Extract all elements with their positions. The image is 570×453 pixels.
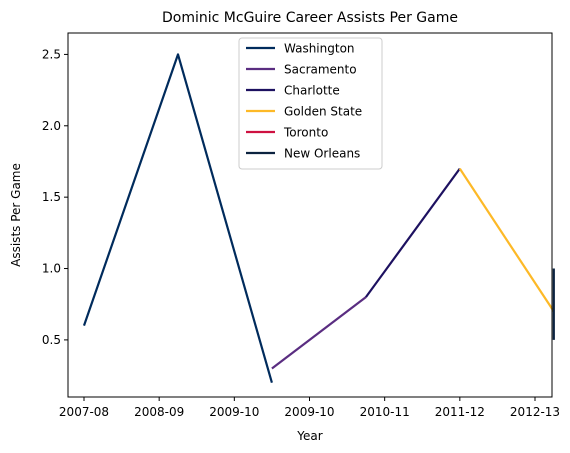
legend-items: Washington Sacramento Charlotte Golden Stat… [246,42,362,161]
x-tick-label: 2007-08 [59,405,109,419]
x-tick-label: 2009-10 [284,405,334,419]
x-axis: 2007-08 2008-09 2009-10 2009-10 2010-11 2011-… [59,397,560,419]
legend-box [238,37,383,170]
x-tick-label: 2008-09 [134,405,184,419]
x-tick-label: 2009-10 [209,405,259,419]
legend-label-golden-state: Golden State [284,105,362,119]
series-line-washington [82,53,273,384]
x-tick-label: 2012-13 [510,405,560,419]
legend-label-new-orleans: New Orleans [284,147,360,161]
y-tick-label: 2.5 [42,47,61,61]
y-tick-label: 2.0 [42,119,61,133]
chart-title: Dominic McGuire Career Assists Per Game [162,10,458,26]
series-line-sacramento [271,296,367,370]
legend-label-sacramento: Sacramento [284,63,357,77]
legend-label-charlotte: Charlotte [284,84,340,98]
x-tick-label: 2011-12 [435,405,485,419]
x-tick-label: 2010-11 [360,405,410,419]
y-axis-label: Assists Per Game [9,163,23,267]
legend-label-washington: Washington [284,42,355,56]
y-tick-label: 1.5 [42,190,61,204]
legend: Washington Sacramento Charlotte Golden Stat… [238,37,383,170]
series-line-charlotte [365,167,461,298]
y-tick-label: 1.0 [42,262,61,276]
y-tick-label: 0.5 [42,333,61,347]
series-line-golden-state [458,167,555,313]
x-axis-label: Year [296,429,322,443]
legend-label-toronto: Toronto [283,126,328,140]
y-axis: 0.5 1.0 1.5 2.0 2.5 [42,47,68,347]
plot-lines [82,53,555,384]
